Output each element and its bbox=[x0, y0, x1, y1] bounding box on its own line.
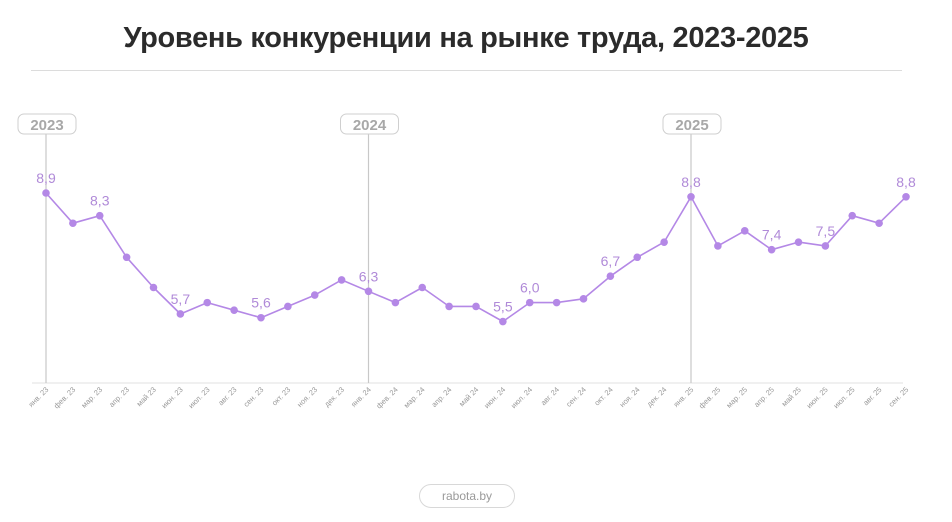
year-tag-label: 2024 bbox=[353, 117, 387, 134]
data-point bbox=[149, 283, 158, 292]
x-tick-label: фев. 25 bbox=[697, 385, 722, 410]
data-point bbox=[310, 291, 319, 299]
x-tick-label: май 23 bbox=[135, 385, 158, 408]
x-tick-label: сен. 24 bbox=[564, 385, 588, 409]
x-tick-label: фев. 23 bbox=[52, 385, 77, 410]
data-point bbox=[95, 211, 104, 220]
data-label: 7,4 bbox=[762, 227, 782, 243]
x-tick-label: мар. 23 bbox=[79, 385, 104, 410]
data-label: 5,5 bbox=[493, 299, 513, 315]
x-tick-label: июл. 24 bbox=[509, 385, 534, 410]
source-badge: rabota.by bbox=[419, 484, 515, 508]
data-label: 8,9 bbox=[36, 170, 56, 186]
x-tick-label: авг. 24 bbox=[539, 385, 561, 407]
data-point bbox=[176, 310, 185, 318]
x-tick-label: апр. 23 bbox=[107, 385, 131, 409]
x-tick-label: янв. 23 bbox=[27, 385, 51, 409]
x-tick-label: окт. 24 bbox=[592, 385, 614, 407]
year-tag-label: 2023 bbox=[30, 117, 63, 134]
data-point bbox=[660, 238, 668, 246]
x-tick-label: ноя. 24 bbox=[618, 385, 642, 409]
data-label: 5,6 bbox=[251, 295, 271, 311]
data-point bbox=[687, 192, 695, 201]
x-tick-label: авг. 25 bbox=[861, 385, 883, 407]
data-point bbox=[472, 302, 480, 311]
data-point bbox=[391, 298, 400, 307]
x-tick-label: апр. 24 bbox=[430, 385, 454, 409]
x-tick-label: фев. 24 bbox=[374, 385, 399, 410]
data-point bbox=[794, 238, 803, 246]
data-point bbox=[848, 211, 857, 220]
x-tick-label: май 25 bbox=[780, 385, 803, 408]
x-tick-label: июн. 25 bbox=[805, 385, 830, 410]
data-point bbox=[203, 298, 212, 307]
x-tick-label: мар. 25 bbox=[724, 385, 749, 410]
x-tick-label: янв. 24 bbox=[349, 385, 373, 409]
x-tick-label: май 24 bbox=[457, 385, 480, 408]
data-point bbox=[257, 313, 265, 322]
data-label: 6,0 bbox=[520, 280, 540, 296]
year-tag bbox=[340, 113, 399, 135]
x-tick-label: сен. 23 bbox=[242, 385, 266, 409]
data-point bbox=[418, 283, 427, 292]
x-tick-label: июн. 23 bbox=[160, 385, 185, 410]
x-tick-label: дек. 24 bbox=[645, 385, 669, 409]
data-point bbox=[499, 317, 507, 326]
data-point bbox=[767, 245, 776, 254]
data-point bbox=[364, 287, 373, 296]
year-markers: 2023 2024 2025 bbox=[17, 113, 722, 383]
x-tick-label: июл. 23 bbox=[187, 385, 212, 410]
x-tick-label: авг. 23 bbox=[216, 385, 238, 407]
data-label: 8,3 bbox=[90, 193, 110, 209]
x-tick-label: ноя. 23 bbox=[295, 385, 319, 409]
data-point bbox=[552, 298, 561, 307]
year-tag bbox=[662, 113, 722, 135]
data-point bbox=[122, 253, 131, 262]
data-labels: 8,9 8,3 5,7 5,6 6,3 5,5 6,0 6,7 8,8 7,4 7,5 8,8 bbox=[36, 170, 916, 315]
data-points bbox=[42, 189, 910, 326]
data-label: 5,7 bbox=[171, 291, 191, 307]
data-point bbox=[69, 219, 77, 228]
year-tag-label: 2025 bbox=[675, 117, 708, 134]
x-tick-label: сен. 25 bbox=[887, 385, 911, 409]
data-label: 8,8 bbox=[896, 174, 916, 190]
x-tick-label: июл. 25 bbox=[832, 385, 857, 410]
chart-title: Уровень конкуренции на рынке труда, 2023… bbox=[123, 22, 809, 54]
data-point bbox=[525, 298, 534, 307]
data-point bbox=[445, 302, 453, 311]
data-point bbox=[230, 306, 238, 314]
data-point bbox=[579, 295, 588, 303]
x-axis-tick-labels: янв. 23 фев. 23 мар. 23 апр. 23 май 23 июн. 2… bbox=[27, 385, 911, 410]
data-point bbox=[714, 242, 722, 250]
x-tick-label: июн. 24 bbox=[482, 385, 507, 410]
data-label: 6,7 bbox=[601, 253, 621, 269]
data-point bbox=[633, 253, 642, 262]
data-point bbox=[337, 276, 346, 284]
title-divider bbox=[31, 70, 902, 71]
data-point bbox=[875, 219, 883, 228]
x-tick-label: окт. 23 bbox=[270, 385, 292, 407]
data-point bbox=[42, 189, 50, 197]
data-point bbox=[606, 272, 615, 280]
data-point bbox=[284, 302, 292, 311]
data-label: 6,3 bbox=[359, 268, 379, 284]
data-point bbox=[740, 227, 749, 235]
x-tick-label: мар. 24 bbox=[402, 385, 427, 410]
x-tick-label: янв. 25 bbox=[672, 385, 696, 409]
x-tick-label: дек. 23 bbox=[322, 385, 346, 409]
year-tag bbox=[17, 113, 77, 135]
data-point bbox=[821, 242, 830, 250]
data-label: 7,5 bbox=[816, 223, 836, 239]
x-tick-label: апр. 25 bbox=[752, 385, 776, 409]
data-point bbox=[902, 192, 910, 201]
data-label: 8,8 bbox=[681, 174, 701, 190]
